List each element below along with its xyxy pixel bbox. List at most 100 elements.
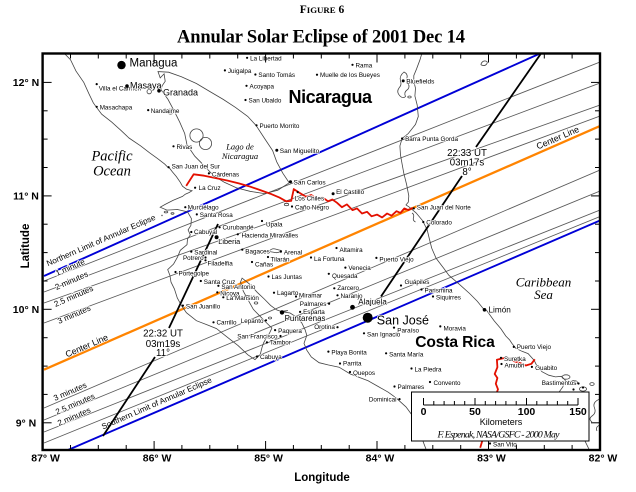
svg-text:11°: 11° <box>156 348 170 359</box>
svg-text:Cañas: Cañas <box>255 262 273 269</box>
svg-text:Guabito: Guabito <box>535 365 558 372</box>
svg-text:50: 50 <box>469 406 481 418</box>
svg-text:Guápiles: Guápiles <box>405 279 430 286</box>
svg-text:Longitude: Longitude <box>294 472 350 484</box>
svg-text:Quesada: Quesada <box>332 273 358 280</box>
svg-text:Rivas: Rivas <box>177 144 193 151</box>
svg-text:Bastimentos: Bastimentos <box>542 380 577 387</box>
svg-text:11° N: 11° N <box>13 190 39 202</box>
svg-text:Limón: Limón <box>489 306 512 315</box>
svg-text:9° N: 9° N <box>16 417 37 429</box>
svg-text:Playa Bonita: Playa Bonita <box>331 350 367 357</box>
svg-text:12° N: 12° N <box>13 77 39 89</box>
svg-text:Paraíso: Paraíso <box>397 328 419 335</box>
svg-text:San Francisco: San Francisco <box>237 334 278 341</box>
svg-text:San Vito: San Vito <box>493 442 517 449</box>
svg-text:Santa Cruz: Santa Cruz <box>204 279 236 286</box>
svg-text:Villa el Carmen: Villa el Carmen <box>99 86 142 93</box>
svg-text:San Juan del Sur: San Juan del Sur <box>172 164 220 171</box>
svg-text:Lepanto: Lepanto <box>241 318 264 325</box>
svg-text:Cabuya: Cabuya <box>260 354 282 361</box>
svg-text:Dominical: Dominical <box>369 397 397 404</box>
svg-text:El Castillo: El Castillo <box>336 189 364 196</box>
svg-text:Nicoya: Nicoya <box>220 290 240 297</box>
svg-text:Arenal: Arenal <box>284 250 302 257</box>
svg-text:Annular Solar Eclipse of 2001: Annular Solar Eclipse of 2001 Dec 14 <box>177 28 465 48</box>
svg-text:Kilometers: Kilometers <box>480 417 523 427</box>
svg-text:San Ignacio: San Ignacio <box>367 331 401 338</box>
svg-text:Nandaime: Nandaime <box>151 108 180 115</box>
svg-text:Latitude: Latitude <box>20 224 32 269</box>
svg-text:Sea: Sea <box>534 287 553 302</box>
svg-text:Esparta: Esparta <box>303 309 325 316</box>
svg-text:FIGURE 6: FIGURE 6 <box>300 4 345 16</box>
svg-text:Alajuela: Alajuela <box>358 298 387 307</box>
svg-text:Nicaragua: Nicaragua <box>289 87 373 107</box>
svg-text:Puntarenas: Puntarenas <box>285 314 326 323</box>
svg-text:San Juan del Norte: San Juan del Norte <box>417 204 471 211</box>
svg-text:Liberia: Liberia <box>218 237 241 246</box>
svg-text:Muelle de los Bueyes: Muelle de los Bueyes <box>320 72 380 79</box>
svg-text:San Ubaldo: San Ubaldo <box>249 98 282 105</box>
svg-text:Rama: Rama <box>356 62 373 69</box>
svg-text:Bluefields: Bluefields <box>406 78 435 85</box>
svg-text:Juigalpa: Juigalpa <box>228 68 252 75</box>
svg-text:Miramar: Miramar <box>299 293 322 300</box>
svg-text:Cárdenas: Cárdenas <box>212 171 239 178</box>
svg-text:Carrillo: Carrillo <box>217 319 237 326</box>
svg-text:Sardinal: Sardinal <box>194 249 217 256</box>
svg-text:84° W: 84° W <box>366 453 395 465</box>
svg-text:Upala: Upala <box>266 222 283 229</box>
svg-text:Zarcero: Zarcero <box>337 285 359 292</box>
svg-text:La Fortuna: La Fortuna <box>314 256 345 263</box>
svg-text:Suretka: Suretka <box>504 356 526 363</box>
svg-text:Masaya: Masaya <box>130 81 162 91</box>
svg-text:Parrita: Parrita <box>343 360 362 367</box>
svg-text:Ocean: Ocean <box>93 164 131 180</box>
svg-text:Santo Tomás: Santo Tomás <box>258 72 295 79</box>
svg-text:Granada: Granada <box>163 87 198 97</box>
svg-text:Tambor: Tambor <box>270 340 291 347</box>
svg-text:San Juanillo: San Juanillo <box>186 303 221 310</box>
svg-text:82° W: 82° W <box>589 453 618 465</box>
svg-text:Quepos: Quepos <box>353 370 375 377</box>
svg-text:Paquera: Paquera <box>278 328 302 335</box>
svg-text:Lagarto: Lagarto <box>277 290 299 297</box>
svg-text:Filadelfia: Filadelfia <box>208 260 234 267</box>
svg-text:La Cruz: La Cruz <box>199 185 221 192</box>
svg-text:Santa María: Santa María <box>389 352 424 359</box>
svg-text:Managua: Managua <box>130 58 179 70</box>
svg-text:Convento: Convento <box>434 380 461 387</box>
svg-text:Palmares: Palmares <box>300 301 327 308</box>
svg-text:150: 150 <box>569 406 587 418</box>
svg-text:22:32 UT: 22:32 UT <box>143 329 183 340</box>
svg-text:Caño Negro: Caño Negro <box>295 205 329 212</box>
svg-text:87° W: 87° W <box>31 453 60 465</box>
svg-text:22:33 UT: 22:33 UT <box>447 148 487 159</box>
svg-text:Parismina: Parismina <box>425 287 453 294</box>
svg-text:Orotina: Orotina <box>314 324 335 331</box>
svg-text:Costa Rica: Costa Rica <box>415 334 495 351</box>
svg-text:Nicaragua: Nicaragua <box>221 151 258 161</box>
svg-text:0: 0 <box>421 406 427 418</box>
svg-text:Altamira: Altamira <box>340 247 364 254</box>
svg-text:83° W: 83° W <box>477 453 506 465</box>
svg-text:F. Espenak, NASA/GSFC - 2000 M: F. Espenak, NASA/GSFC - 2000 May <box>437 429 561 440</box>
svg-text:San José: San José <box>377 314 429 328</box>
svg-text:03m19s: 03m19s <box>146 339 181 350</box>
svg-text:Palmares: Palmares <box>398 384 425 391</box>
svg-text:La Piedra: La Piedra <box>415 367 442 374</box>
svg-text:Hacienda Miravalles: Hacienda Miravalles <box>242 232 299 239</box>
svg-text:Curubandé: Curubandé <box>223 225 255 232</box>
svg-text:Barra Punta Gorda: Barra Punta Gorda <box>405 136 458 143</box>
svg-text:La Libertad: La Libertad <box>250 55 282 62</box>
svg-text:Las Juntas: Las Juntas <box>272 274 302 281</box>
svg-text:Puerto Viejo: Puerto Viejo <box>379 256 414 263</box>
svg-text:Venecia: Venecia <box>348 265 371 272</box>
svg-text:Santa Rosa: Santa Rosa <box>200 212 233 219</box>
svg-text:Lago de: Lago de <box>225 142 254 152</box>
svg-text:La Mansión: La Mansión <box>226 295 259 302</box>
svg-text:Murciélago: Murciélago <box>188 205 219 212</box>
svg-text:Puerto Viejo: Puerto Viejo <box>517 344 552 351</box>
svg-text:Acoyapa: Acoyapa <box>250 83 275 90</box>
